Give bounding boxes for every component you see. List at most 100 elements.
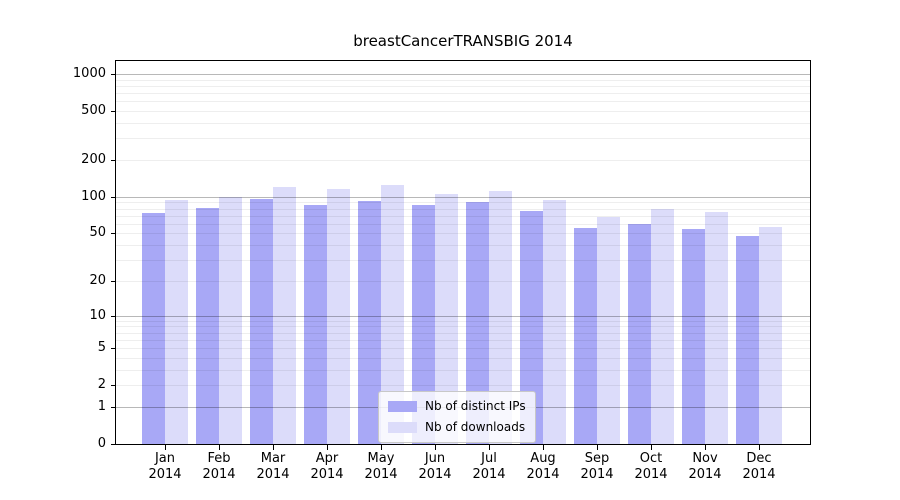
y-tick	[111, 160, 116, 161]
bar-ips-apr	[304, 204, 327, 444]
y-tick-label: 50	[89, 225, 106, 241]
bar-ips-jul	[466, 201, 489, 444]
bar-downloads-jan	[165, 199, 188, 444]
legend-label: Nb of downloads	[425, 420, 526, 434]
y-tick-label: 5	[97, 340, 106, 355]
x-tick-label-month: Jul	[481, 451, 497, 466]
y-tick	[111, 74, 116, 75]
x-tick-label-month: Jun	[424, 451, 446, 466]
x-tick-label-apr: Apr 2014	[299, 451, 355, 483]
y-tick-label: 100	[81, 188, 106, 204]
legend-label: Nb of distinct IPs	[425, 399, 526, 413]
bar-downloads-dec	[759, 226, 782, 444]
x-tick-label-jun: Jun 2014	[407, 451, 463, 483]
x-tick	[327, 445, 328, 450]
bar-downloads-jun	[435, 194, 458, 444]
y-tick-label: 1000	[72, 66, 106, 81]
y-tick-label: 1	[97, 398, 106, 414]
y-tick-label: 0	[97, 436, 106, 451]
x-tick-label-year: 2014	[580, 467, 614, 482]
x-tick-label-jul: Jul 2014	[461, 451, 517, 483]
x-tick-label-month: Feb	[207, 451, 231, 466]
x-tick	[273, 445, 274, 450]
bar-downloads-nov	[705, 212, 728, 444]
x-tick-label-year: 2014	[418, 467, 452, 482]
x-tick-label-dec: Dec 2014	[731, 451, 787, 483]
bar-ips-jan	[142, 212, 165, 444]
x-tick	[651, 445, 652, 450]
x-tick-label-year: 2014	[688, 467, 722, 482]
chart-title: breastCancerTRANSBIG 2014	[353, 32, 573, 50]
x-tick-label-year: 2014	[148, 467, 182, 482]
x-tick-label-year: 2014	[742, 467, 776, 482]
y-tick-label: 2	[97, 377, 106, 393]
y-tick	[111, 315, 116, 317]
x-tick-label-month: May	[367, 451, 395, 466]
x-tick-label-month: Mar	[260, 451, 286, 466]
bar-downloads-jul	[489, 191, 512, 444]
x-tick	[705, 445, 706, 450]
x-tick-label-month: Oct	[639, 451, 663, 466]
x-tick-label-oct: Oct 2014	[623, 451, 679, 483]
y-tick-label: 20	[89, 272, 106, 288]
x-tick-label-year: 2014	[202, 467, 236, 482]
x-tick-label-aug: Aug 2014	[515, 451, 571, 483]
bar-ips-mar	[250, 199, 273, 444]
legend-swatch	[388, 401, 417, 412]
bar-ips-sep	[574, 228, 597, 444]
y-tick	[111, 406, 116, 408]
legend-row: Nb of downloads	[388, 418, 526, 437]
x-tick-label-year: 2014	[310, 467, 344, 482]
x-tick-label-feb: Feb 2014	[191, 451, 247, 483]
x-tick-label-nov: Nov 2014	[677, 451, 733, 483]
y-tick	[111, 444, 116, 445]
bar-ips-jun	[412, 204, 435, 444]
x-tick	[489, 445, 490, 450]
bars-layer	[116, 61, 810, 444]
x-tick	[543, 445, 544, 450]
x-tick-label-month: Jan	[154, 451, 176, 466]
bar-downloads-mar	[273, 187, 296, 444]
x-tick-label-may: May 2014	[353, 451, 409, 483]
x-tick	[435, 445, 436, 450]
y-tick	[111, 385, 116, 387]
bar-ips-nov	[682, 229, 705, 444]
x-tick-label-month: Nov	[692, 451, 718, 466]
x-tick	[759, 445, 760, 450]
x-tick-label-sep: Sep 2014	[569, 451, 625, 483]
x-tick-label-year: 2014	[634, 467, 668, 482]
x-tick-label-year: 2014	[364, 467, 398, 482]
x-tick-label-month: Sep	[584, 451, 610, 466]
y-tick	[111, 233, 116, 235]
y-tick	[111, 111, 116, 113]
x-tick-label-year: 2014	[526, 467, 560, 482]
x-tick-label-year: 2014	[256, 467, 290, 482]
legend-row: Nb of distinct IPs	[388, 397, 526, 416]
x-tick	[381, 445, 382, 450]
y-tick-label: 500	[81, 103, 106, 119]
legend-swatch	[388, 422, 417, 433]
bar-downloads-may	[381, 185, 404, 444]
x-tick	[219, 445, 220, 450]
plot-area	[115, 60, 811, 445]
bar-downloads-oct	[651, 208, 674, 444]
x-tick	[165, 445, 166, 450]
x-tick-label-mar: Mar 2014	[245, 451, 301, 483]
y-tick-label: 200	[81, 152, 106, 167]
bar-downloads-aug	[543, 199, 566, 444]
y-tick	[111, 348, 116, 349]
bar-ips-feb	[196, 208, 219, 444]
y-tick-label: 10	[89, 307, 106, 323]
x-tick-label-month: Apr	[315, 451, 339, 466]
bar-ips-may	[358, 200, 381, 444]
bar-ips-aug	[520, 211, 543, 444]
bar-downloads-sep	[597, 217, 620, 444]
bar-ips-oct	[628, 223, 651, 444]
x-tick-label-jan: Jan 2014	[137, 451, 193, 483]
x-tick	[597, 445, 598, 450]
x-tick-label-month: Dec	[746, 451, 772, 466]
bar-ips-dec	[736, 235, 759, 444]
y-tick	[111, 280, 116, 282]
bar-downloads-apr	[327, 188, 350, 444]
